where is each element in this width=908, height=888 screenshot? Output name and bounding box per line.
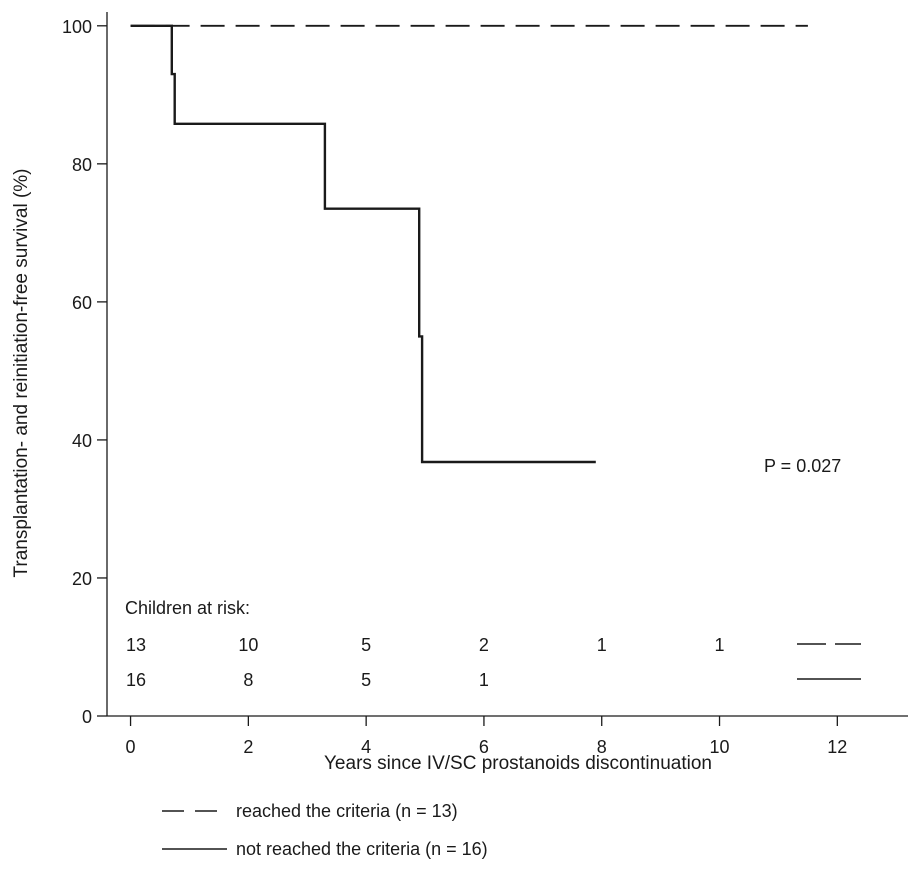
x-tick-label: 0: [126, 737, 136, 757]
x-tick-label: 10: [710, 737, 730, 757]
series-lines: [130, 24, 808, 464]
risk-count: 1: [597, 635, 607, 655]
risk-table: 13 10 5 2 1 1 16 8 5 1: [126, 635, 861, 690]
risk-count: 2: [479, 635, 489, 655]
x-tick-label: 8: [597, 737, 607, 757]
legend: reached the criteria (n = 13) not reached…: [162, 801, 488, 859]
p-value-annotation: P = 0.027: [764, 456, 841, 476]
risk-count: 5: [361, 670, 371, 690]
legend-label: reached the criteria (n = 13): [236, 801, 458, 821]
y-tick-label: 80: [72, 155, 92, 175]
risk-count: 1: [715, 635, 725, 655]
y-tick-label: 60: [72, 293, 92, 313]
risk-count: 16: [126, 670, 146, 690]
risk-count: 10: [238, 635, 258, 655]
risk-count: 1: [479, 670, 489, 690]
risk-count: 13: [126, 635, 146, 655]
risk-table-title: Children at risk:: [125, 598, 250, 618]
y-tick-label: 0: [82, 707, 92, 727]
x-tick-label: 6: [479, 737, 489, 757]
risk-count: 8: [243, 670, 253, 690]
axes: [106, 12, 908, 717]
y-tick-label: 40: [72, 431, 92, 451]
series-line-not-reached: [130, 24, 596, 464]
y-tick-label: 100: [62, 17, 92, 37]
y-tick-label: 20: [72, 569, 92, 589]
legend-label: not reached the criteria (n = 16): [236, 839, 488, 859]
x-axis-title: Years since IV/SC prostanoids discontinu…: [324, 753, 712, 774]
x-tick-label: 12: [827, 737, 847, 757]
risk-count: 5: [361, 635, 371, 655]
x-tick-label: 2: [243, 737, 253, 757]
y-axis-title: Transplantation- and reinitiation-free s…: [11, 168, 32, 577]
x-tick-label: 4: [361, 737, 371, 757]
